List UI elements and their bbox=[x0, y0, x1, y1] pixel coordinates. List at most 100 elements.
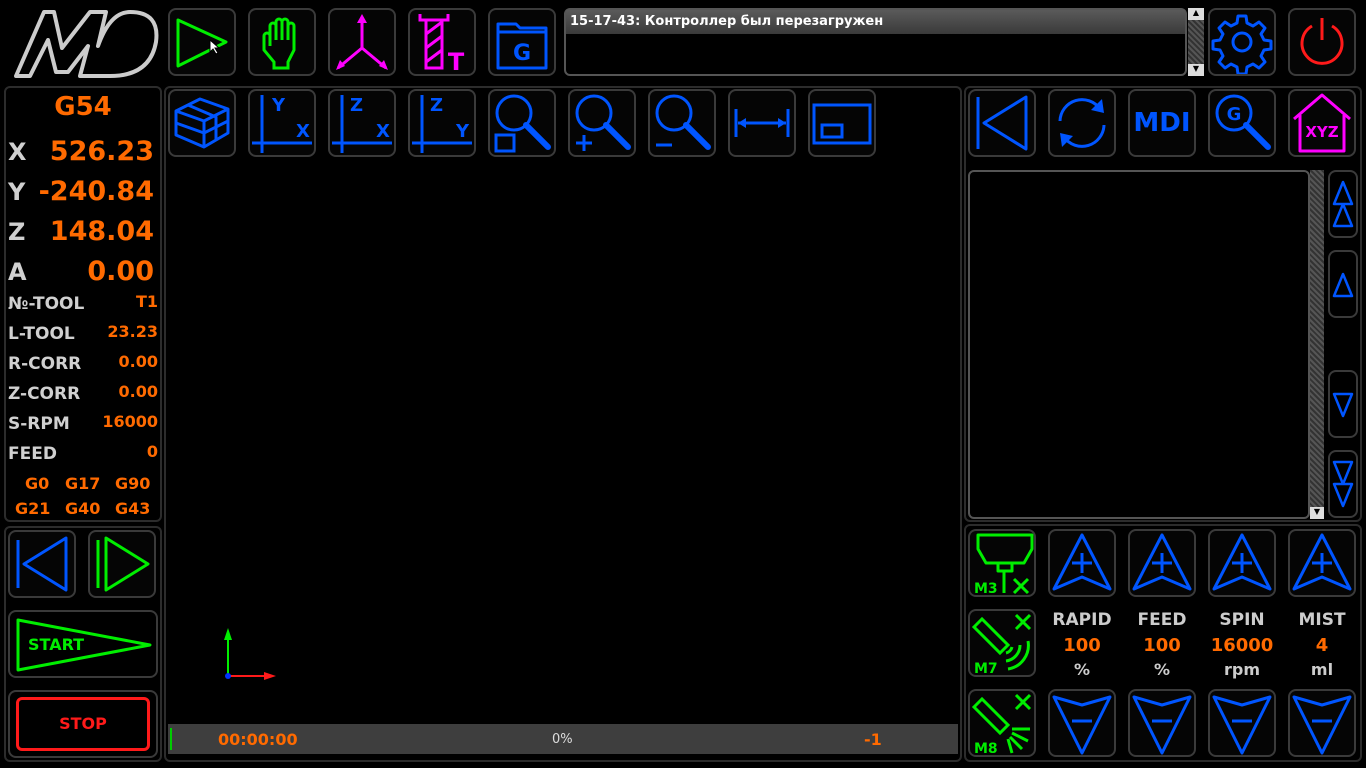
rapid-override-unit: % bbox=[1073, 660, 1091, 679]
axis-z-label: Z bbox=[8, 218, 26, 246]
spin-override-value: 16000 bbox=[1210, 635, 1274, 656]
mdi-button[interactable]: MDI bbox=[1128, 89, 1196, 157]
down-icon bbox=[1332, 392, 1354, 418]
preview-panel[interactable] bbox=[164, 86, 962, 762]
zoom-out-button[interactable] bbox=[648, 89, 716, 157]
gcode-search-icon: G bbox=[1215, 94, 1271, 150]
step-back-button[interactable] bbox=[8, 530, 76, 598]
message-scrollbar[interactable]: ▲ ▼ bbox=[1188, 8, 1204, 76]
flood-m8-button[interactable]: M8 bbox=[968, 689, 1036, 757]
gcode-state: G40 bbox=[65, 499, 101, 518]
settings-button[interactable] bbox=[1208, 8, 1276, 76]
rapid-decrease-button[interactable] bbox=[1048, 689, 1116, 757]
param-rcorr-value: 0.00 bbox=[118, 352, 158, 371]
wcs-label: G54 bbox=[54, 92, 112, 122]
feed-decrease-button[interactable] bbox=[1128, 689, 1196, 757]
zoom-in-button[interactable] bbox=[568, 89, 636, 157]
double-down-icon bbox=[1332, 460, 1354, 508]
mdi-history[interactable] bbox=[968, 170, 1310, 519]
param-tool-value: T1 bbox=[135, 292, 158, 311]
feed-override-value: 100 bbox=[1143, 635, 1181, 656]
power-button[interactable] bbox=[1288, 8, 1356, 76]
spin-decrease-button[interactable] bbox=[1208, 689, 1276, 757]
measure-button[interactable] bbox=[728, 89, 796, 157]
increase-icon bbox=[1292, 533, 1352, 591]
axis-y-label: Y bbox=[8, 178, 26, 206]
axes-button[interactable] bbox=[328, 8, 396, 76]
param-tool-label: №-TOOL bbox=[8, 294, 85, 314]
tool-icon: T bbox=[418, 14, 465, 74]
zoom-fit-button[interactable] bbox=[488, 89, 556, 157]
home-icon: XYZ bbox=[1293, 93, 1351, 153]
progress-percent: 0% bbox=[552, 732, 573, 747]
axis-letter: Y bbox=[455, 121, 470, 142]
axis-x-value: 526.23 bbox=[49, 136, 154, 167]
home-button[interactable]: XYZ bbox=[1288, 89, 1356, 157]
increase-icon bbox=[1132, 533, 1192, 591]
feed-increase-button[interactable] bbox=[1128, 529, 1196, 597]
manual-mode-button[interactable] bbox=[248, 8, 316, 76]
feed-override-label: FEED bbox=[1137, 610, 1187, 630]
step-forward-button[interactable] bbox=[88, 530, 156, 598]
mist-m7-button[interactable]: M7 bbox=[968, 609, 1036, 677]
mist-override-value: 4 bbox=[1315, 635, 1329, 656]
param-zcorr-label: Z-CORR bbox=[8, 384, 81, 404]
axis-letter: X bbox=[296, 121, 310, 142]
gcode-state: G43 bbox=[115, 499, 151, 518]
spin-increase-button[interactable] bbox=[1208, 529, 1276, 597]
back-button[interactable] bbox=[968, 89, 1036, 157]
axis-a-label: A bbox=[8, 258, 27, 286]
scroll-up-button[interactable] bbox=[1328, 250, 1358, 318]
view-3d-icon bbox=[174, 97, 230, 149]
refresh-button[interactable] bbox=[1048, 89, 1116, 157]
mist-icon: M7 bbox=[971, 613, 1032, 675]
start-button[interactable]: START bbox=[8, 610, 158, 678]
gcode-folder-icon: G bbox=[496, 22, 548, 70]
scroll-top-button[interactable] bbox=[1328, 170, 1358, 238]
run-icon bbox=[176, 18, 228, 68]
up-icon bbox=[1332, 272, 1354, 298]
rapid-override-label: RAPID bbox=[1052, 610, 1112, 630]
mist-decrease-button[interactable] bbox=[1288, 689, 1356, 757]
axis-letter: Y bbox=[271, 95, 286, 116]
double-up-icon bbox=[1332, 180, 1354, 228]
mist-increase-button[interactable] bbox=[1288, 529, 1356, 597]
run-button[interactable] bbox=[168, 8, 236, 76]
increase-icon bbox=[1052, 533, 1112, 591]
gcode-search-button[interactable]: G bbox=[1208, 89, 1276, 157]
scroll-bottom-button[interactable] bbox=[1328, 450, 1358, 518]
spindle-m3-button[interactable]: M3 bbox=[968, 529, 1036, 597]
scroll-down-button[interactable] bbox=[1328, 370, 1358, 438]
param-feed-value: 0 bbox=[146, 442, 158, 461]
param-feed-label: FEED bbox=[8, 444, 57, 464]
mist-override-unit: ml bbox=[1310, 660, 1334, 679]
gcode-label: G bbox=[513, 41, 531, 66]
param-ltool-label: L-TOOL bbox=[8, 324, 75, 344]
mist-override-label: MIST bbox=[1298, 610, 1346, 630]
elapsed-time: 00:00:00 bbox=[218, 730, 298, 749]
message-log[interactable]: 15-17-43: Контроллер был перезагружен bbox=[564, 8, 1187, 76]
decrease-icon bbox=[1052, 695, 1112, 755]
tool-button[interactable]: T bbox=[408, 8, 476, 76]
rapid-increase-button[interactable] bbox=[1048, 529, 1116, 597]
increase-icon bbox=[1212, 533, 1272, 591]
step-back-icon bbox=[16, 536, 68, 592]
gcode-state: G17 bbox=[65, 474, 101, 493]
rapid-override-value: 100 bbox=[1063, 635, 1101, 656]
open-gcode-button[interactable]: G bbox=[488, 8, 556, 76]
stop-label: STOP bbox=[16, 697, 150, 751]
stop-button[interactable]: STOP bbox=[8, 690, 158, 758]
view-3d-button[interactable] bbox=[168, 89, 236, 157]
power-icon bbox=[1300, 18, 1344, 65]
frame-button[interactable] bbox=[808, 89, 876, 157]
mdi-scrollbar[interactable]: ▼ bbox=[1310, 170, 1324, 519]
m7-label: M7 bbox=[974, 661, 998, 675]
gcode-state: G90 bbox=[115, 474, 151, 493]
view-zy-icon: ZY bbox=[412, 95, 472, 153]
zoom-fit-icon bbox=[494, 94, 551, 153]
axis-z-value: 148.04 bbox=[49, 216, 154, 247]
axis-a-value: 0.00 bbox=[87, 256, 154, 287]
